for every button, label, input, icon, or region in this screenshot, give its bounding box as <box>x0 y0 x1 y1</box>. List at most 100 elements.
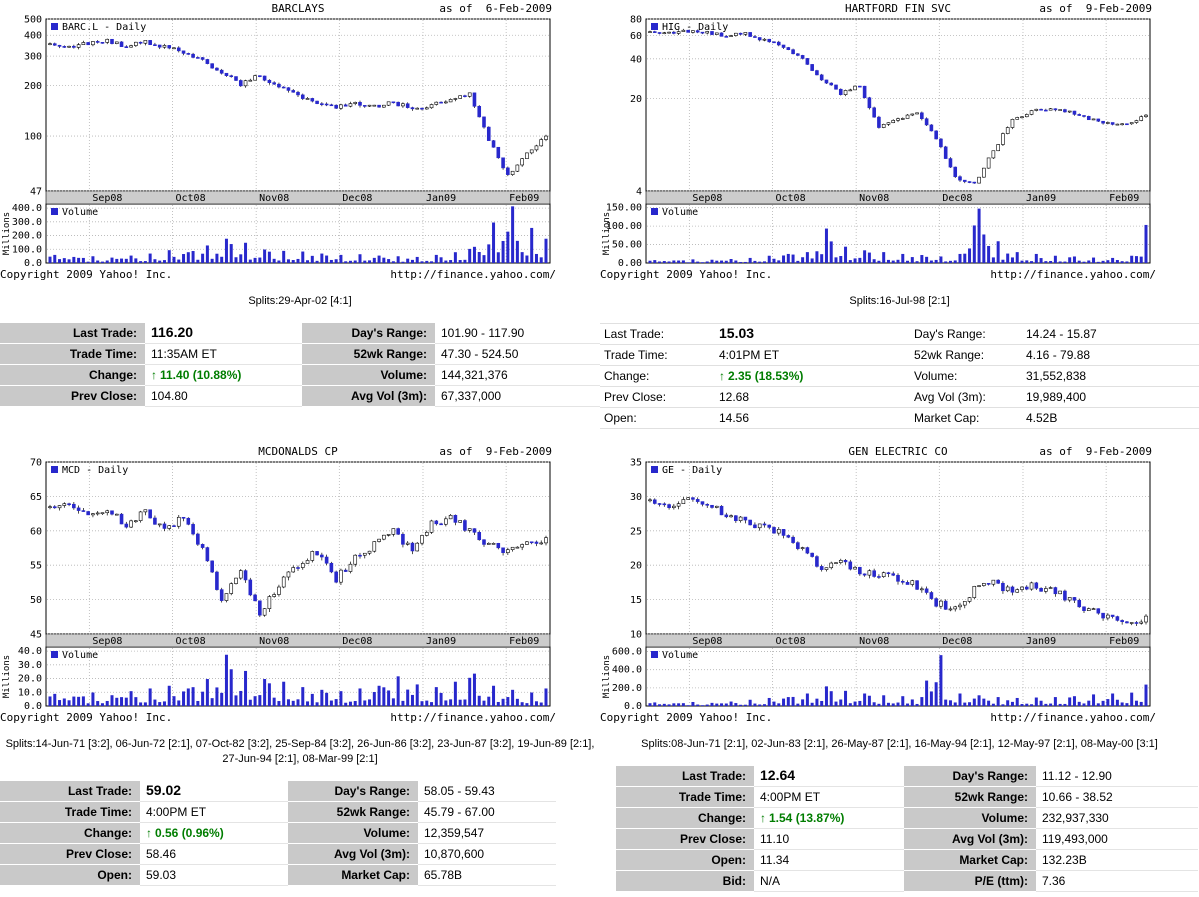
quote-label: Avg Vol (3m): <box>904 829 1036 850</box>
volume-bar <box>762 261 766 263</box>
volume-bar <box>191 251 195 263</box>
quote-label: Market Cap: <box>288 865 418 886</box>
volume-bar <box>963 702 967 706</box>
volume-bar <box>920 697 924 706</box>
volume-bar <box>415 684 419 706</box>
candle <box>867 97 872 109</box>
volume-tick-label: 20.0 <box>18 674 42 685</box>
price-tick-label: 55 <box>30 561 42 572</box>
volume-bar <box>334 699 338 706</box>
volume-bar <box>648 260 652 263</box>
volume-bar <box>1092 257 1096 263</box>
stock-chart-block: BARCLAYS as of 6-Feb-2009 500 400 300 200 10… <box>0 0 600 281</box>
volume-bar <box>710 702 714 706</box>
candle <box>982 167 986 178</box>
candle <box>148 509 152 519</box>
volume-bar <box>1049 703 1053 706</box>
volume-bar <box>291 260 295 263</box>
volume-bar <box>148 688 152 706</box>
volume-bar <box>1130 692 1134 706</box>
quote-value: 144,321,376 <box>435 365 600 386</box>
candle <box>448 99 453 103</box>
volume-bar <box>439 257 443 263</box>
chart-footer: Copyright 2009 Yahoo! Inc. http://financ… <box>0 268 556 281</box>
candle <box>867 570 872 576</box>
volume-bar <box>110 257 114 263</box>
change-up-arrow-icon: ↑ <box>151 368 157 382</box>
volume-bar <box>472 673 476 706</box>
price-tick-label: 65 <box>30 492 42 503</box>
candle <box>695 30 700 33</box>
volume-plot-area <box>645 646 1151 707</box>
quote-label: 52wk Range: <box>302 344 435 365</box>
chart-asof-date: as of 9-Feb-2009 <box>1039 2 1152 15</box>
candle <box>1067 597 1072 601</box>
quote-label: Trade Time: <box>600 345 715 366</box>
volume-bar <box>1111 693 1115 706</box>
volume-bar <box>143 702 147 706</box>
volume-bar <box>772 701 776 706</box>
volume-bar <box>1111 257 1115 263</box>
volume-bar <box>201 691 205 706</box>
candle <box>710 504 714 508</box>
volume-bar <box>91 692 95 706</box>
copyright-text: Copyright 2009 Yahoo! Inc. <box>600 711 773 724</box>
candle <box>810 552 814 557</box>
candle <box>686 497 690 500</box>
candle <box>1044 588 1048 592</box>
candle <box>391 101 396 104</box>
volume-bar <box>991 257 995 263</box>
candle <box>686 29 690 33</box>
candle <box>657 32 662 34</box>
volume-bar <box>700 262 704 263</box>
price-tick-label: 70 <box>30 458 42 469</box>
volume-bar <box>224 238 228 263</box>
candle <box>506 167 510 175</box>
candle <box>781 529 786 536</box>
volume-bar <box>1068 697 1072 706</box>
volume-bar <box>848 703 852 706</box>
volume-tick-label: 30.0 <box>18 660 42 671</box>
quote-value: 4:00PM ET <box>140 802 288 823</box>
volume-bar <box>401 700 405 706</box>
candle <box>377 104 381 108</box>
volume-bar <box>1101 700 1105 706</box>
candle <box>1139 116 1144 121</box>
candle <box>396 101 400 107</box>
volume-bar <box>948 260 952 263</box>
candle <box>496 146 501 159</box>
month-tick-label: Nov08 <box>259 636 289 647</box>
change-up-arrow-icon: ↑ <box>719 369 725 383</box>
candle <box>496 542 501 549</box>
volume-plot-area <box>645 203 1151 264</box>
candle <box>848 561 853 570</box>
quote-table-left: Last Trade: 59.02 Trade Time: 4:00PM ET Chan… <box>0 781 288 886</box>
volume-bar <box>972 225 976 263</box>
quote-table-left: Last Trade: 15.03 Trade Time: 4:01PM ET Chan… <box>600 324 910 429</box>
volume-bar <box>277 260 281 263</box>
volume-bar <box>258 695 262 706</box>
volume-bar <box>53 254 57 263</box>
change-value-text: 1.54 (13.87%) <box>769 811 845 825</box>
volume-bar <box>329 259 333 263</box>
candle <box>272 82 276 85</box>
quote-label: Change: <box>616 808 754 829</box>
candle <box>800 547 805 549</box>
volume-bar <box>515 698 519 706</box>
volume-bar <box>186 252 190 263</box>
volume-bar <box>544 238 548 263</box>
candle <box>339 569 343 583</box>
candle <box>819 74 824 81</box>
volume-bar <box>739 704 743 706</box>
volume-bar <box>143 261 147 263</box>
volume-bar <box>1010 257 1014 263</box>
volume-bar <box>667 261 671 263</box>
quote-label: Day's Range: <box>302 323 435 344</box>
volume-bar <box>705 704 709 706</box>
volume-bar <box>58 700 62 706</box>
candle <box>800 55 805 59</box>
volume-bar <box>286 699 290 706</box>
volume-bar <box>53 693 57 706</box>
volume-bar <box>1077 701 1081 706</box>
volume-bar <box>105 260 109 263</box>
